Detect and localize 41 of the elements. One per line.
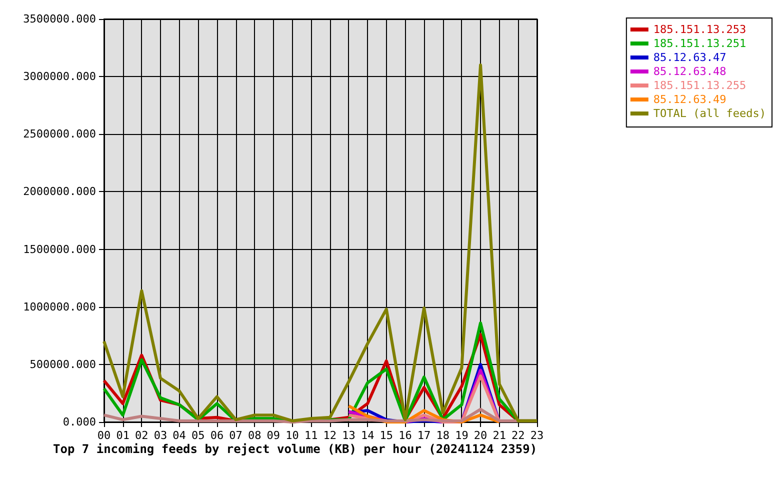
legend-label: 85.12.63.48	[653, 65, 726, 78]
x-tick-label: 01	[116, 429, 130, 442]
x-tick-label: 17	[417, 429, 431, 442]
x-tick-label: 02	[135, 429, 148, 442]
x-tick-label: 05	[192, 429, 205, 442]
x-tick-label: 10	[286, 429, 299, 442]
x-tick-label: 19	[455, 429, 468, 442]
x-tick-label: 22	[512, 429, 525, 442]
line-series	[102, 64, 538, 422]
y-tick-label: 1500000.000	[23, 242, 96, 256]
x-tick-label: 11	[304, 429, 318, 442]
x-tick-label: 06	[210, 429, 224, 442]
y-tick-label: 3500000.000	[23, 12, 96, 26]
legend-label: 185.151.13.253	[653, 23, 746, 36]
legend-label: 85.12.63.49	[653, 93, 726, 106]
legend-label: 185.151.13.255	[653, 79, 746, 92]
y-tick-label: 500000.000	[30, 358, 96, 371]
x-tick-label: 23	[530, 429, 544, 442]
y-tick-label: 0.000	[62, 416, 96, 428]
x-tick-label: 03	[154, 429, 168, 442]
x-tick-label: 18	[436, 429, 450, 442]
x-tick-label: 08	[248, 429, 262, 442]
y-tick-label: 2500000.000	[23, 128, 96, 141]
x-tick-label: 00	[97, 429, 111, 442]
x-tick-label: 15	[380, 429, 394, 442]
x-tick-label: 20	[474, 429, 488, 442]
legend-label: 85.12.63.47	[653, 51, 726, 64]
legend-label: TOTAL (all feeds)	[653, 107, 766, 120]
y-tick-label: 3000000.000	[23, 70, 96, 84]
y-tick-label: 1000000.000	[23, 300, 96, 314]
text: Top 7 incoming feeds by reject volume (KB) per hour (20241124 2359)	[53, 442, 538, 456]
x-tick-label: 14	[360, 429, 375, 442]
x-tick-label: 21	[492, 429, 506, 442]
y-tick-label: 2000000.000	[23, 185, 96, 198]
x-tick-label: 07	[229, 429, 242, 442]
legend-label: 185.151.13.251	[653, 37, 746, 50]
x-tick-label: 16	[398, 429, 412, 442]
x-tick-label: 04	[172, 429, 186, 442]
x-tick-label: 09	[266, 429, 280, 442]
x-tick-label: 13	[342, 429, 356, 442]
x-tick-label: 12	[323, 429, 337, 442]
